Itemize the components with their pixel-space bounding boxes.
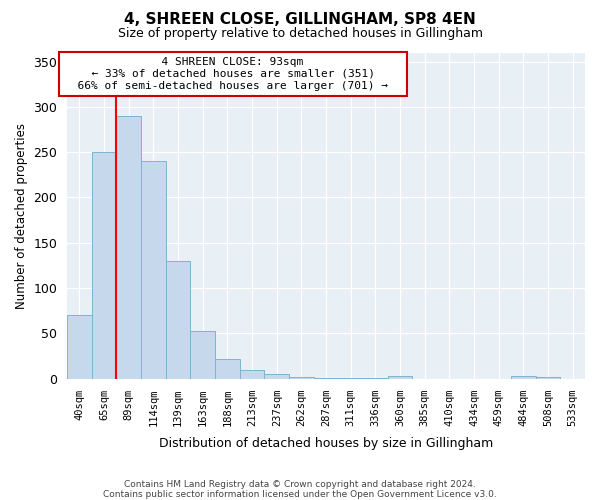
Bar <box>265 374 289 378</box>
Bar <box>215 358 240 378</box>
Bar <box>289 377 314 378</box>
Bar <box>141 161 166 378</box>
Bar <box>511 376 536 378</box>
Bar <box>166 261 190 378</box>
Bar <box>240 370 265 378</box>
Text: 4 SHREEN CLOSE: 93sqm  
  ← 33% of detached houses are smaller (351)  
  66% of : 4 SHREEN CLOSE: 93sqm ← 33% of detached … <box>64 58 401 90</box>
X-axis label: Distribution of detached houses by size in Gillingham: Distribution of detached houses by size … <box>159 437 493 450</box>
Text: Size of property relative to detached houses in Gillingham: Size of property relative to detached ho… <box>118 28 482 40</box>
Bar <box>388 376 412 378</box>
Text: Contains HM Land Registry data © Crown copyright and database right 2024.: Contains HM Land Registry data © Crown c… <box>124 480 476 489</box>
Bar <box>536 377 560 378</box>
Text: 4, SHREEN CLOSE, GILLINGHAM, SP8 4EN: 4, SHREEN CLOSE, GILLINGHAM, SP8 4EN <box>124 12 476 28</box>
Y-axis label: Number of detached properties: Number of detached properties <box>15 122 28 308</box>
Bar <box>67 315 92 378</box>
Bar <box>116 116 141 378</box>
Bar <box>92 152 116 378</box>
Bar <box>190 330 215 378</box>
Text: Contains public sector information licensed under the Open Government Licence v3: Contains public sector information licen… <box>103 490 497 499</box>
